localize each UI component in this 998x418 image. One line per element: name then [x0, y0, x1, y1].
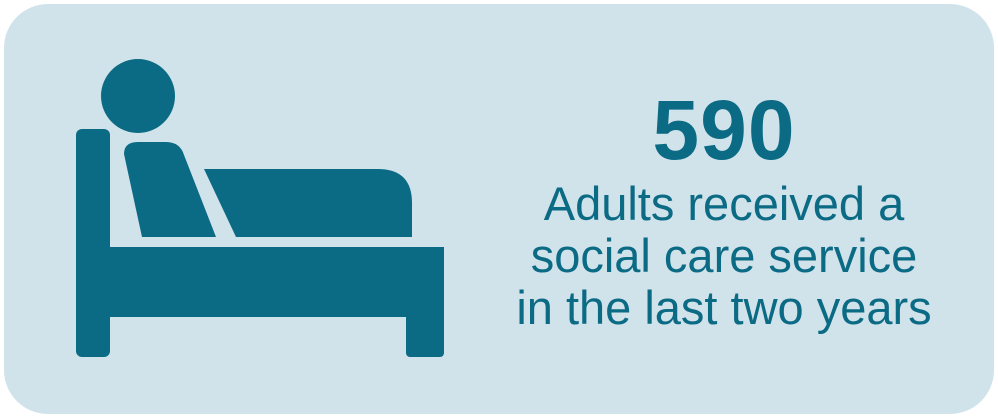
stat-card: 590 Adults received a social care servic…	[4, 4, 994, 414]
caption-line-1: Adults received a	[543, 177, 905, 230]
person-in-bed-icon	[76, 59, 444, 357]
caption-line-3: in the last two years	[516, 281, 932, 334]
stat-text: 590 Adults received a social care servic…	[474, 82, 974, 334]
stat-value: 590	[652, 83, 796, 177]
caption-line-2: social care service	[530, 229, 918, 282]
